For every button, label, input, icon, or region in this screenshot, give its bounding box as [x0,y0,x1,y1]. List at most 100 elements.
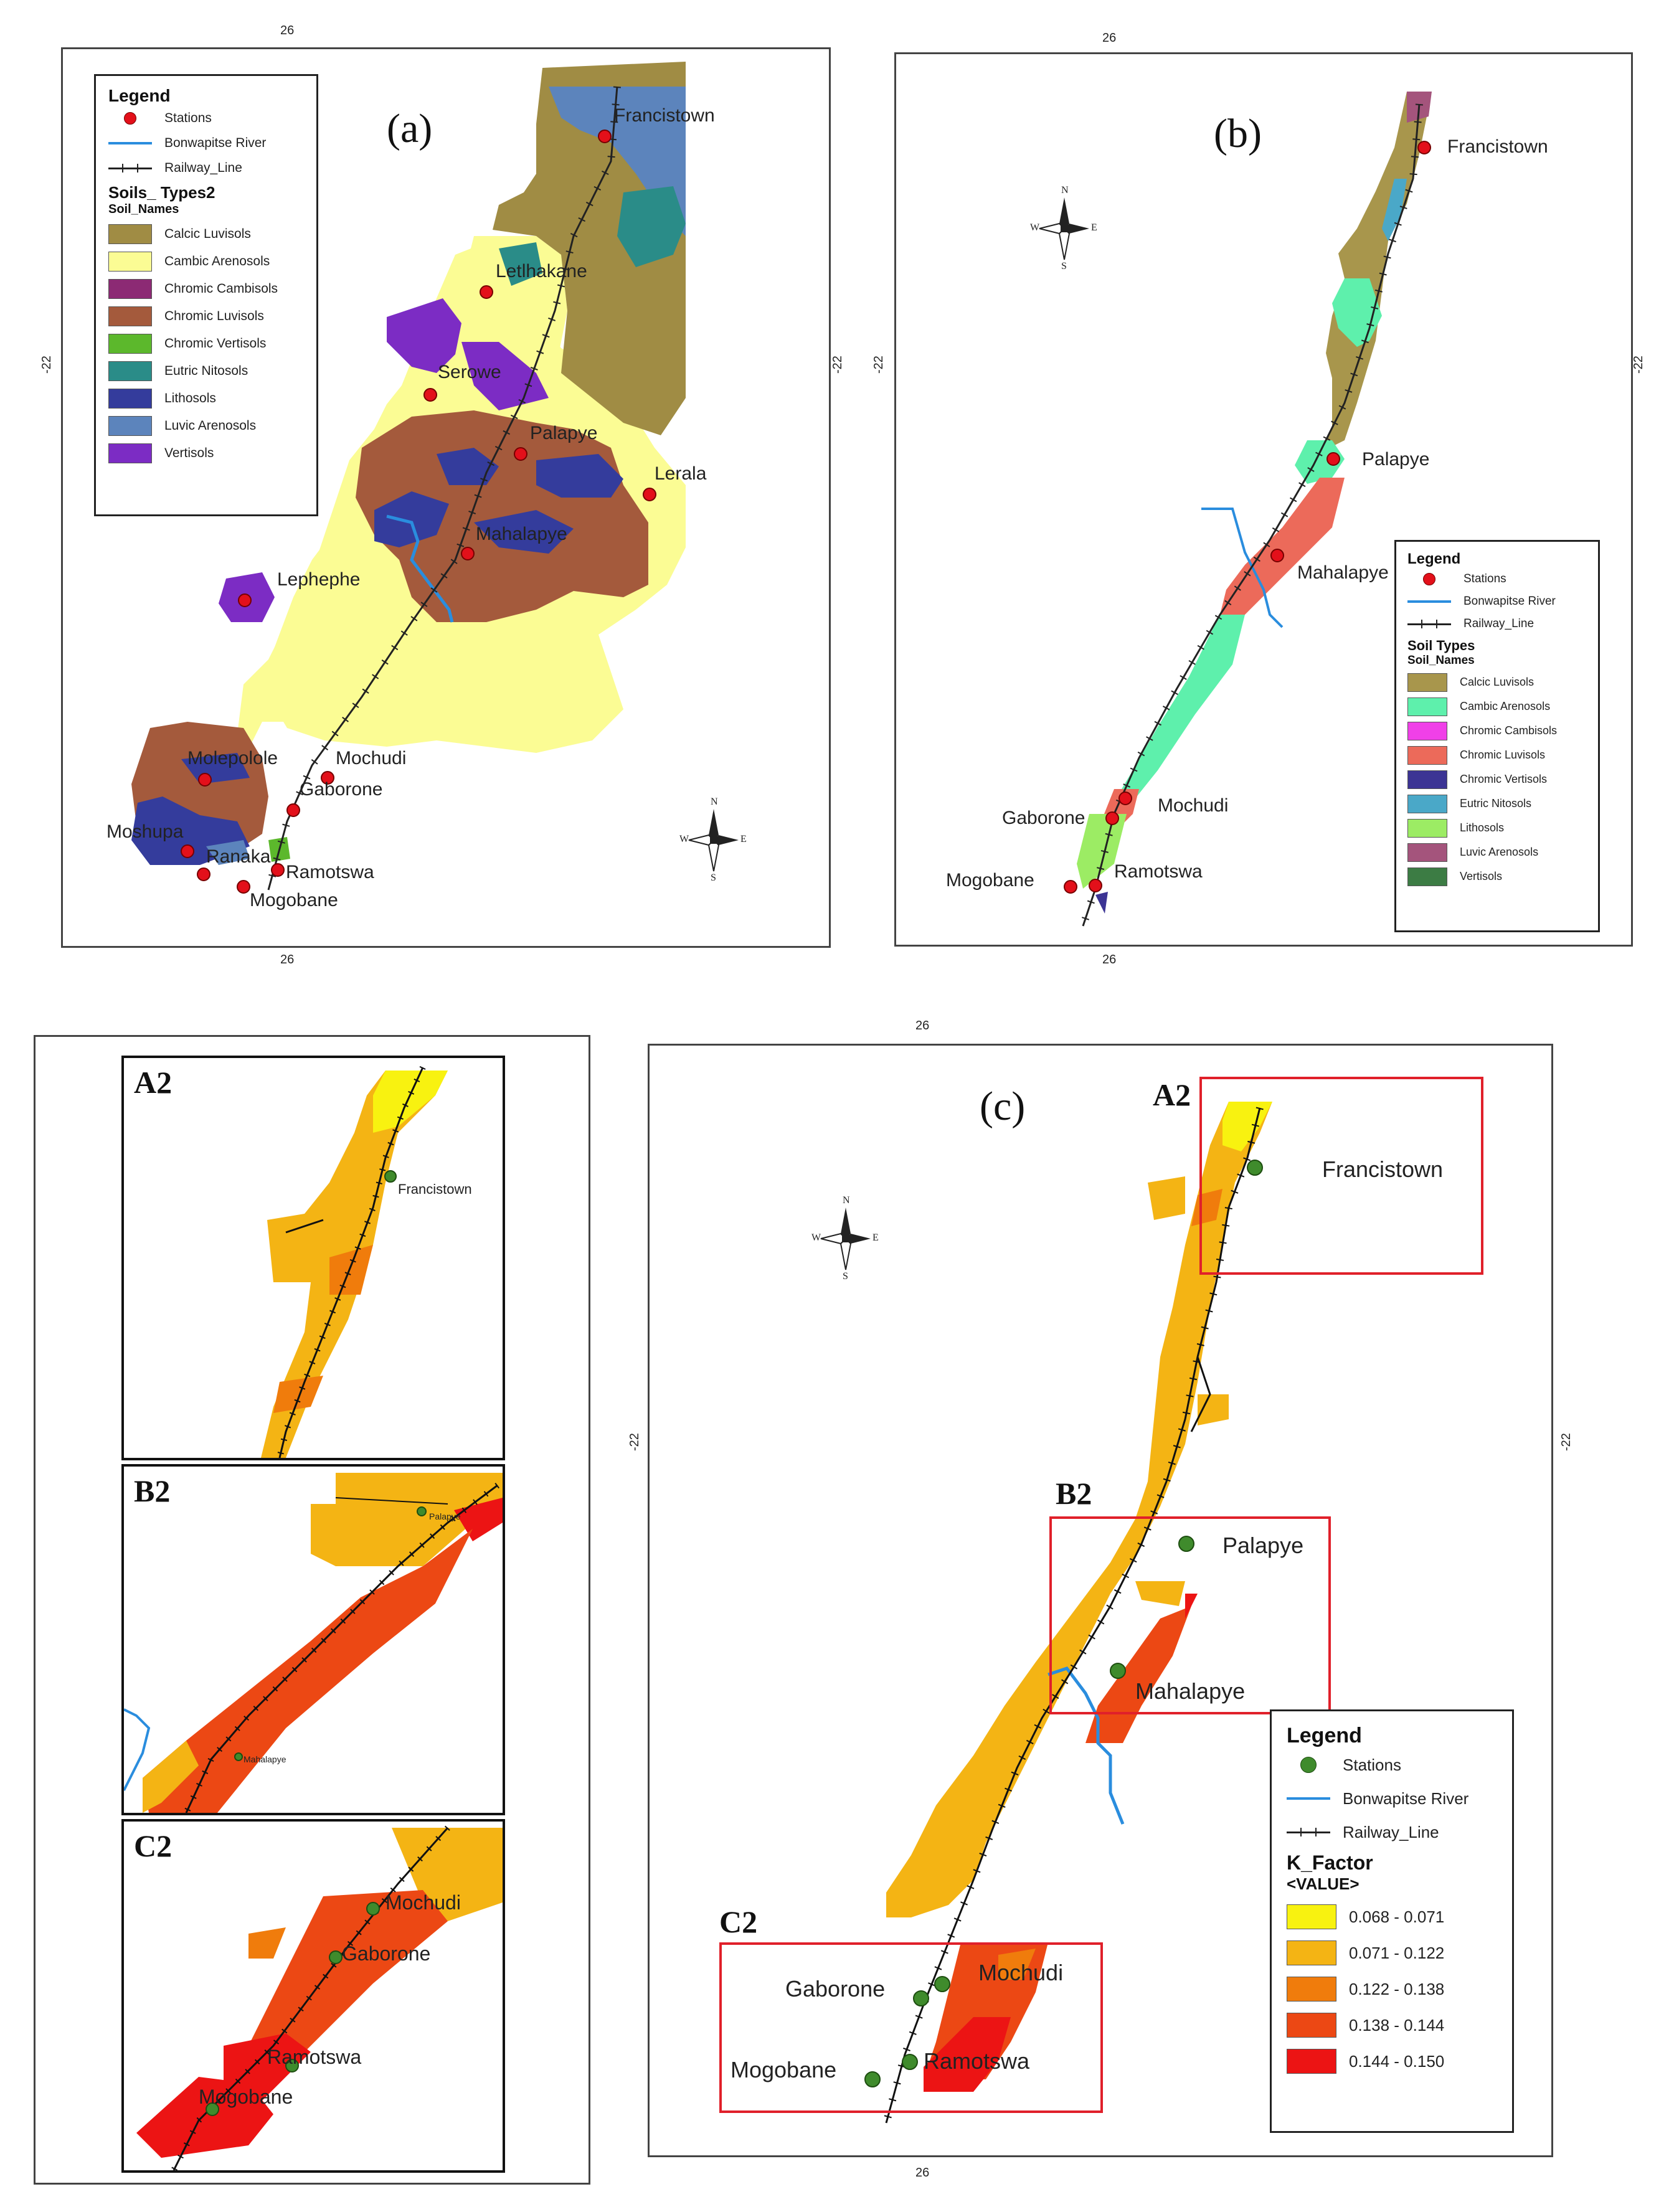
legend-label: Stations [1464,572,1506,585]
place-label-palapye: Palapye [429,1511,461,1521]
station-marker [1110,1663,1126,1679]
coord-bottom-b: 26 [1102,953,1117,967]
legend-b: Legend Stations Bonwapitse River Railway… [1394,540,1600,932]
soil-region-eutric-nitosols [617,186,686,267]
station-marker [1105,811,1119,825]
place-label-mogobane: Mogobane [731,2057,837,2082]
legend-class-label: Eutric Nitosols [164,364,248,378]
legend-label: Bonwapitse River [1343,1789,1469,1808]
legend-class-row: Chromic Cambisols [108,275,304,303]
legend-swatch [108,443,152,463]
station-marker [271,863,285,877]
legend-swatch [1407,843,1447,862]
place-label-serowe: Serowe [438,362,501,382]
place-label-mahalapye: Mahalapye [476,524,567,544]
station-markers [864,1160,1263,2087]
station-marker [598,130,612,143]
legend-class-label: 0.071 - 0.122 [1349,1943,1445,1962]
kfactor-region-0.122-0.138 [998,1949,1036,1980]
place-label-francistown: Francistown [398,1181,472,1197]
north-arrow-icon: N S W E [1030,185,1099,272]
inset-label-b2: B2 [134,1473,171,1508]
compass-s: S [711,872,716,883]
coord-top-c: 26 [915,1019,930,1033]
legend-class-label: Chromic Vertisols [164,336,267,351]
legend-label: Railway_Line [1343,1822,1439,1841]
legend-class-label: Chromic Luvisols [1460,749,1546,761]
legend-class-row: 0.071 - 0.122 [1287,1935,1497,1971]
inset-map-a2 [261,1066,448,1458]
station-markers [1064,141,1431,894]
legend-label: Railway_Line [1464,617,1534,630]
station-marker [1247,1160,1263,1176]
place-label-gaborone: Gaborone [785,1976,886,2002]
soil-map-a [131,62,686,894]
place-label-ramotswa: Ramotswa [924,2048,1030,2074]
coord-left-a: -22 [40,356,54,374]
place-label-mahalapye: Mahalapye [1135,1678,1246,1704]
soil-region-chromic-luvisols [1220,478,1345,615]
place-label-mochudi: Mochudi [385,1891,461,1914]
legend-title: Legend [1287,1724,1362,1747]
legend-label: Railway_Line [164,161,242,175]
inset-c2: C2 Mochudi Gaborone Ramotswa Mogobane [121,1819,505,2173]
legend-class-row: Calcic Luvisols [108,220,304,248]
north-arrow-icon: N S W E [811,1195,880,1282]
compass-n: N [711,796,718,807]
kfactor-region-0.122-0.138 [1191,1189,1222,1226]
station-marker [864,2071,881,2087]
legend-class-label: Chromic Luvisols [164,309,264,323]
compass-e: E [1091,222,1097,233]
coord-right-a: -22 [831,356,844,374]
place-label-francistown: Francistown [1322,1156,1444,1182]
soil-region-cambic-arenosols [1114,615,1245,801]
legend-label: Stations [1343,1755,1401,1774]
compass-w: W [679,834,689,844]
legend-class-row: Vertisols [108,440,304,467]
station-marker [197,867,210,881]
station-marker [934,1976,950,1992]
panel-label-c: (c) [980,1084,1026,1129]
legend-swatch [1287,1904,1336,1929]
railway-line [173,1827,449,2170]
kfactor-region-0.138-0.144 [1085,1606,1191,1743]
legend-row-river: Bonwapitse River [1407,590,1587,613]
kfactor-region-0.071-0.122 [311,1473,503,1566]
kfactor-region-0.144-0.150 [136,2077,273,2158]
legend-class-label: Lithosols [1460,821,1505,834]
legend-field-title: Soil_Names [108,202,179,216]
station-marker [181,844,194,858]
station-marker [461,547,475,560]
coord-right-c: -22 [1559,1433,1573,1451]
place-label-ranaka: Ranaka [206,846,271,867]
legend-swatch [108,361,152,381]
map-panel-a: (a) Francistown Letlhakane Serowe Palapy… [61,47,831,948]
coord-right-b: -22 [1632,356,1645,374]
legend-class-label: Calcic Luvisols [164,227,251,241]
legend-row-stations: Stations [1287,1748,1497,1782]
compass-w: W [811,1232,821,1243]
station-marker [1417,141,1431,154]
map-panel-b: (b) Francistown Palapye Mahalapye Mochud… [894,52,1633,947]
legend-class-row: Chromic Luvisols [1407,743,1587,767]
legend-swatch [1407,818,1447,838]
legend-class-row: 0.144 - 0.150 [1287,2043,1497,2079]
station-marker [285,2059,299,2073]
legend-row-stations: Stations [108,106,304,131]
legend-class-row: Vertisols [1407,864,1587,889]
compass-n: N [1061,185,1069,196]
legend-class-row: Chromic Luvisols [108,303,304,330]
compass-w: W [1030,222,1040,233]
legend-swatch [1407,794,1447,813]
legend-swatch [108,334,152,354]
place-label-lephephe: Lephephe [277,569,361,590]
kfactor-region-0.122-0.138 [273,1376,323,1413]
legend-class-row: Cambic Arenosols [108,248,304,275]
inset-label-c2: C2 [134,1828,173,1863]
legend-class-row: Cambic Arenosols [1407,694,1587,719]
legend-class-label: Chromic Cambisols [1460,724,1558,737]
legend-swatch [1407,673,1447,692]
station-marker [913,1990,929,2006]
railway-line [185,1484,498,1813]
legend-swatch [108,252,152,272]
